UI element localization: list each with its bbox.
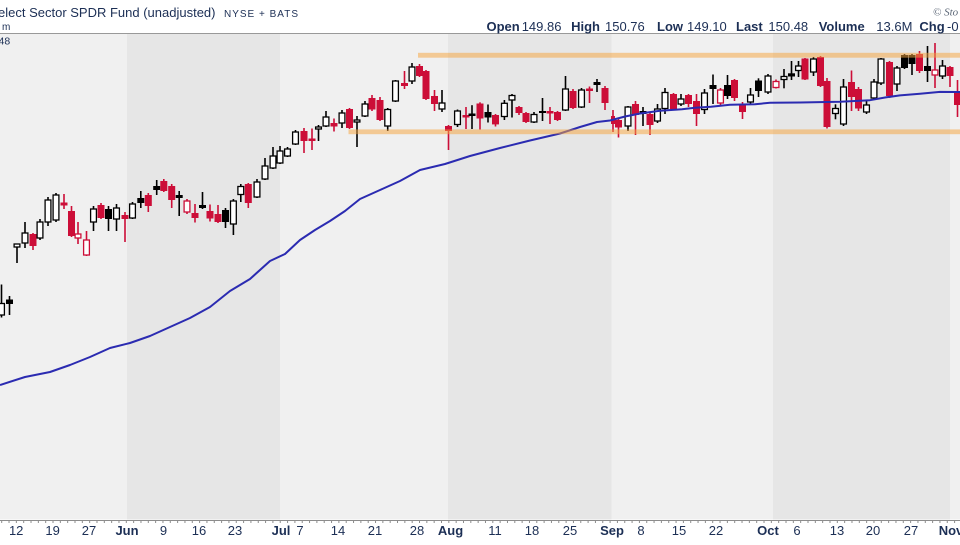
svg-text:Oct: Oct <box>757 523 779 538</box>
svg-text:13.6M: 13.6M <box>876 19 912 34</box>
svg-text:150.76: 150.76 <box>605 19 645 34</box>
svg-text:7: 7 <box>296 523 303 538</box>
svg-text:Aug: Aug <box>438 523 463 538</box>
svg-text:27: 27 <box>904 523 918 538</box>
svg-text:150.48: 150.48 <box>768 19 808 34</box>
svg-text:© Sto: © Sto <box>933 7 959 19</box>
svg-text:11: 11 <box>488 523 502 538</box>
svg-text:9: 9 <box>160 523 167 538</box>
svg-text:Open: Open <box>487 19 520 34</box>
svg-text:NYSE + BATS: NYSE + BATS <box>224 9 299 20</box>
svg-text:14: 14 <box>331 523 345 538</box>
svg-text:Chg: Chg <box>919 19 944 34</box>
svg-text:High: High <box>571 19 600 34</box>
svg-text:28: 28 <box>410 523 424 538</box>
svg-text:Low: Low <box>657 19 684 34</box>
svg-text:13: 13 <box>830 523 844 538</box>
svg-text:18: 18 <box>525 523 539 538</box>
svg-text:m: m <box>2 22 10 33</box>
svg-text:48: 48 <box>0 36 10 48</box>
svg-text:6: 6 <box>793 523 800 538</box>
svg-text:19: 19 <box>45 523 59 538</box>
svg-text:-0: -0 <box>947 19 959 34</box>
svg-text:149.86: 149.86 <box>522 19 562 34</box>
svg-text:23: 23 <box>228 523 242 538</box>
svg-text:Last: Last <box>736 19 763 34</box>
svg-text:8: 8 <box>637 523 644 538</box>
svg-text:25: 25 <box>563 523 577 538</box>
svg-text:Volume: Volume <box>819 19 865 34</box>
svg-text:16: 16 <box>192 523 206 538</box>
svg-text:Nov: Nov <box>939 523 960 538</box>
svg-text:27: 27 <box>82 523 96 538</box>
svg-text:Jul: Jul <box>272 523 291 538</box>
svg-text:149.10: 149.10 <box>687 19 727 34</box>
svg-text:Jun: Jun <box>115 523 138 538</box>
svg-text:20: 20 <box>866 523 880 538</box>
svg-text:15: 15 <box>672 523 686 538</box>
svg-text:Sep: Sep <box>600 523 624 538</box>
svg-text:21: 21 <box>368 523 382 538</box>
svg-text:elect Sector SPDR Fund (unadju: elect Sector SPDR Fund (unadjusted) <box>0 5 216 20</box>
svg-text:12: 12 <box>9 523 23 538</box>
svg-text:22: 22 <box>709 523 723 538</box>
